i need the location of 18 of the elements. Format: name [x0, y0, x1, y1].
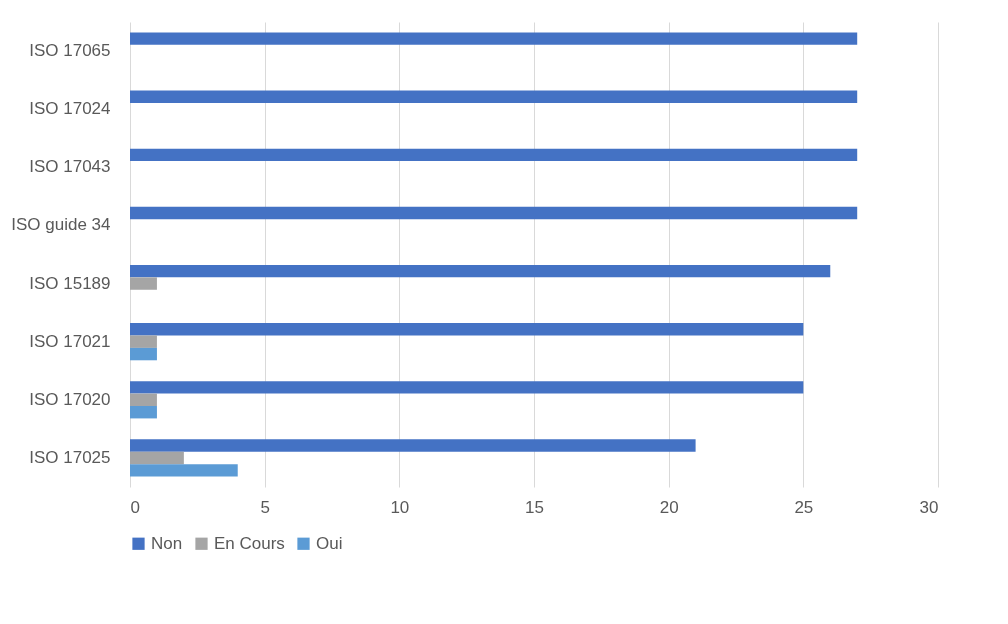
legend-label: Non [151, 533, 183, 553]
legend-label: En Cours [214, 533, 285, 553]
y-tick-label: ISO 17020 [29, 389, 111, 409]
y-tick-label: ISO 17043 [29, 157, 111, 177]
y-tick-label: ISO 17024 [29, 99, 111, 119]
x-tick-label: 10 [390, 497, 410, 517]
x-tick-label: 0 [130, 497, 140, 517]
y-tick-label: ISO 17065 [29, 41, 111, 61]
y-tick-label: ISO 15189 [29, 273, 111, 293]
x-tick-label: 25 [794, 497, 814, 517]
x-tick-label: 5 [260, 497, 270, 517]
y-tick-label: ISO guide 34 [11, 215, 111, 235]
y-tick-label: ISO 17025 [29, 447, 111, 467]
x-tick-label: 20 [659, 497, 679, 517]
x-tick-label: 30 [919, 497, 939, 517]
x-tick-label: 15 [525, 497, 544, 517]
legend-label: Oui [316, 533, 343, 553]
y-tick-label: ISO 17021 [29, 331, 111, 351]
